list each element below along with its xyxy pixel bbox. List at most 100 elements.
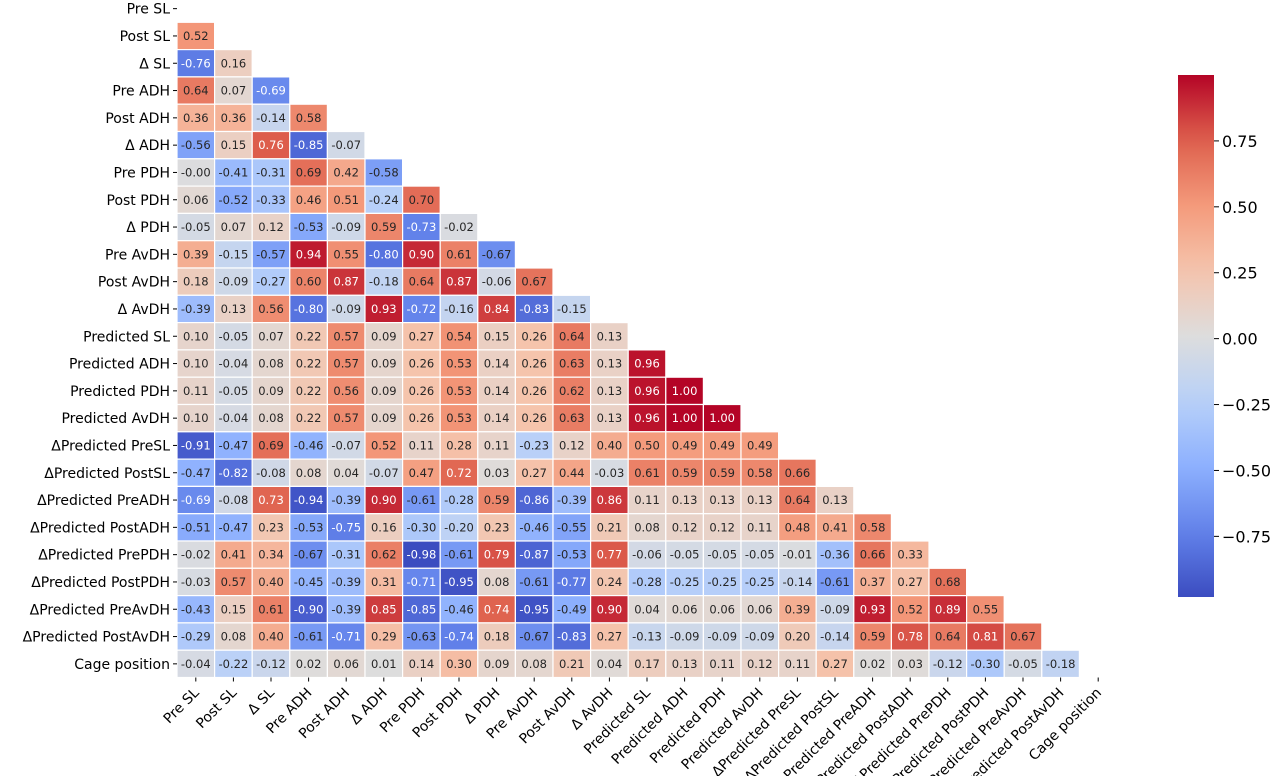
cell-value-label: 0.58 <box>860 520 886 534</box>
cell-value-label: -0.13 <box>632 630 662 644</box>
cell-value-label: -0.04 <box>181 657 211 671</box>
heatmap-cell <box>928 594 968 624</box>
heatmap-cell <box>364 649 404 679</box>
heatmap-cell <box>402 540 441 569</box>
cell-value-label: -0.71 <box>331 630 361 644</box>
cell-value-label: 0.46 <box>296 193 322 207</box>
heatmap-cell <box>176 294 216 324</box>
heatmap-cell <box>439 431 479 460</box>
cell-value-label: -0.01 <box>783 548 813 562</box>
heatmap-cell <box>326 513 366 542</box>
cell-value-label: -0.39 <box>557 493 587 507</box>
cell-value-label: -0.03 <box>181 575 211 589</box>
cell-value-label: -0.47 <box>219 438 249 452</box>
cell-value-label: -0.14 <box>783 575 813 589</box>
heatmap-cell <box>477 349 516 378</box>
heatmap-cell <box>702 485 742 515</box>
heatmap-cell <box>326 540 366 569</box>
row-label: Post PDH <box>107 193 171 209</box>
cell-value-label: 0.11 <box>747 520 773 534</box>
heatmap-cell <box>439 649 479 679</box>
cell-value-label: 1.00 <box>672 384 698 398</box>
cell-value-label: 0.18 <box>484 630 510 644</box>
cell-value-label: 0.41 <box>221 548 247 562</box>
cell-value-label: -0.16 <box>444 302 474 316</box>
cell-value-label: -0.80 <box>294 302 324 316</box>
cell-value-label: 0.11 <box>709 657 735 671</box>
heatmap-cell <box>214 130 253 160</box>
cell-value-label: -0.23 <box>519 438 549 452</box>
cell-value-label: 0.90 <box>409 247 435 261</box>
heatmap-cell <box>364 267 404 296</box>
cell-value-label: 0.94 <box>296 247 322 261</box>
cell-value-label: 0.27 <box>409 329 435 343</box>
cell-value-label: -0.20 <box>444 520 474 534</box>
heatmap-cell <box>777 540 817 569</box>
cell-value-label: 0.47 <box>409 466 435 480</box>
cell-value-label: -0.06 <box>632 548 662 562</box>
heatmap-cell <box>965 594 1005 624</box>
cell-value-label: 0.13 <box>221 302 247 316</box>
cell-value-label: 0.03 <box>897 657 923 671</box>
heatmap-cell <box>928 649 968 679</box>
row-label: Pre PDH <box>114 165 170 181</box>
row-label: Post AvDH <box>98 275 170 291</box>
heatmap-cell <box>176 212 216 242</box>
cell-value-label: 0.57 <box>221 575 247 589</box>
heatmap-cell <box>176 322 216 351</box>
cell-value-label: 0.13 <box>672 493 698 507</box>
heatmap-cell <box>552 567 592 597</box>
heatmap-cell <box>477 267 516 296</box>
cell-value-label: 0.26 <box>521 411 547 425</box>
heatmap-cell <box>627 622 667 651</box>
cell-value-label: 0.59 <box>484 493 510 507</box>
heatmap-cell <box>326 158 366 187</box>
heatmap-cell <box>627 458 667 488</box>
cell-value-label: 0.29 <box>371 630 397 644</box>
cell-value-label: 0.55 <box>333 247 359 261</box>
cell-value-label: 0.07 <box>221 220 247 234</box>
cell-value-label: 0.90 <box>597 602 623 616</box>
cell-value-label: 0.93 <box>860 602 886 616</box>
cell-value-label: 0.15 <box>221 602 247 616</box>
cell-value-label: 0.81 <box>973 630 999 644</box>
heatmap-cell <box>589 376 629 406</box>
cell-value-label: 0.62 <box>559 384 585 398</box>
cell-value-label: 0.24 <box>597 575 623 589</box>
cell-value-label: 0.22 <box>296 357 322 371</box>
cell-value-label: 0.53 <box>446 384 472 398</box>
heatmap-cell <box>439 622 479 651</box>
cell-value-label: 0.96 <box>634 411 660 425</box>
cell-value-label: 0.08 <box>296 466 322 480</box>
cell-value-label: -0.14 <box>256 111 286 125</box>
cell-value-label: -0.53 <box>557 548 587 562</box>
cell-value-label: 0.78 <box>897 630 923 644</box>
heatmap-cell <box>326 403 366 433</box>
cell-value-label: 0.11 <box>183 384 209 398</box>
cell-value-label: 0.10 <box>183 357 209 371</box>
heatmap-cell <box>214 322 253 351</box>
heatmap-cell <box>402 458 441 488</box>
column-label: Δ SL <box>245 685 278 718</box>
cell-value-label: -0.05 <box>219 384 249 398</box>
cell-value-label: 0.40 <box>258 630 284 644</box>
cell-value-label: 0.31 <box>371 575 397 589</box>
heatmap-cell <box>176 567 216 597</box>
cell-value-label: 0.06 <box>672 602 698 616</box>
cell-value-label: 0.14 <box>484 357 510 371</box>
cell-value-label: 0.22 <box>296 384 322 398</box>
cell-value-label: 0.13 <box>597 411 623 425</box>
row-label: ΔPredicted PostADH <box>30 520 170 536</box>
cell-value-label: 0.64 <box>183 84 209 98</box>
row-label: ΔPredicted PostAvDH <box>23 630 170 646</box>
cell-value-label: -0.29 <box>181 630 211 644</box>
heatmap-cell <box>364 322 404 351</box>
row-label: Δ SL <box>139 56 170 72</box>
cell-value-label: -0.71 <box>407 575 437 589</box>
cell-value-label: -0.41 <box>219 165 249 179</box>
cell-value-label: 0.09 <box>258 384 284 398</box>
cell-value-label: -0.06 <box>482 275 512 289</box>
cell-value-label: 1.00 <box>672 411 698 425</box>
heatmap-cell <box>514 622 554 651</box>
cell-value-label: 0.04 <box>634 602 660 616</box>
